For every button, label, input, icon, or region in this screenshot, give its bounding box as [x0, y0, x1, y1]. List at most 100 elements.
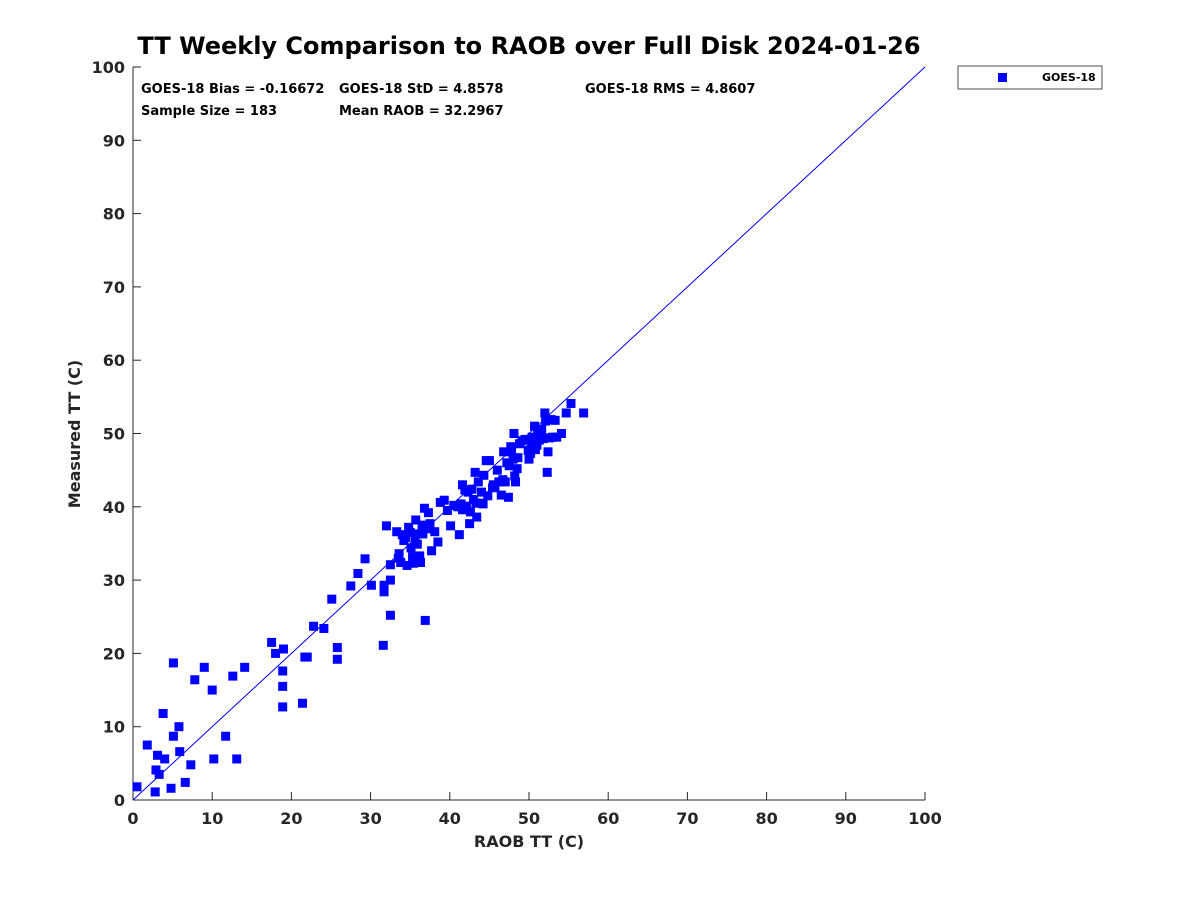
data-point [207, 685, 217, 695]
data-point [190, 675, 200, 685]
data-point [153, 750, 163, 760]
data-point [408, 558, 418, 568]
data-point [209, 754, 219, 764]
data-point [180, 777, 190, 787]
data-point [150, 787, 160, 797]
data-point [174, 722, 184, 732]
data-point [297, 698, 307, 708]
stat-bias: GOES-18 Bias = -0.16672 [141, 82, 324, 97]
y-axis-label: Measured TT (C) [65, 360, 84, 508]
data-point [406, 543, 416, 553]
data-point [556, 429, 566, 438]
data-point [160, 754, 170, 764]
data-point [385, 610, 395, 620]
data-point [492, 465, 502, 475]
y-tick-label: 0 [114, 791, 125, 810]
data-point [473, 477, 483, 487]
data-point [404, 522, 414, 532]
data-point [430, 527, 440, 537]
y-tick-label: 10 [103, 718, 125, 737]
data-point [332, 643, 342, 653]
stat-rms: GOES-18 RMS = 4.8607 [585, 82, 755, 97]
data-point [504, 461, 514, 471]
data-point [561, 408, 571, 418]
data-point [379, 580, 389, 590]
data-point [454, 530, 464, 540]
axes: 0 10 20 30 40 50 60 70 80 90 100 0 10 20 30 40 50 60 70 80 9… [92, 58, 942, 828]
data-point [186, 760, 196, 770]
x-tick-label: 30 [359, 809, 381, 828]
data-point [478, 499, 488, 509]
legend: GOES-18 [957, 65, 1103, 90]
data-point [465, 519, 475, 529]
data-point [442, 505, 452, 515]
data-point [543, 447, 553, 457]
data-point [319, 623, 329, 633]
data-point [461, 501, 471, 511]
data-point [402, 560, 412, 570]
stat-std: GOES-18 StD = 4.8578 [339, 82, 503, 97]
data-point [415, 551, 425, 561]
data-point [566, 398, 576, 408]
y-tick-label: 80 [103, 205, 125, 224]
data-point [154, 769, 164, 779]
data-point [499, 447, 509, 457]
data-point [524, 454, 534, 464]
data-point [465, 507, 475, 517]
data-point [510, 471, 520, 481]
data-point [479, 470, 489, 480]
data-point [530, 421, 540, 431]
data-point [427, 546, 437, 556]
y-tick-label: 90 [103, 131, 125, 150]
y-tick-label: 20 [103, 644, 125, 663]
data-point [379, 587, 389, 597]
data-point [540, 408, 550, 418]
legend-box [957, 65, 1103, 90]
x-tick-label: 20 [280, 809, 302, 828]
x-axis-label: RAOB TT (C) [474, 832, 584, 851]
data-point [408, 552, 418, 562]
stats-box: GOES-18 Bias = -0.16672 GOES-18 StD = 4.… [141, 82, 755, 119]
data-point [425, 519, 435, 529]
y-tick-label: 100 [92, 58, 125, 77]
data-point [278, 702, 288, 712]
data-point [278, 644, 288, 654]
data-point [228, 671, 238, 681]
data-point [538, 434, 548, 444]
data-point [483, 491, 493, 501]
data-point [446, 521, 456, 531]
data-point [417, 520, 427, 530]
data-point [509, 429, 519, 438]
data-point [353, 569, 363, 579]
data-point [385, 575, 395, 585]
data-point [166, 783, 176, 793]
data-point [433, 537, 443, 547]
data-point [476, 487, 486, 497]
data-point [392, 527, 402, 537]
data-point [199, 662, 209, 672]
data-point [513, 453, 523, 463]
data-point [507, 447, 517, 457]
x-tick-label: 80 [755, 809, 777, 828]
data-point [168, 731, 178, 741]
data-point [456, 499, 466, 509]
data-point [309, 621, 319, 631]
data-point [366, 580, 376, 590]
x-tick-label: 70 [676, 809, 698, 828]
data-point [405, 527, 415, 537]
data-point [484, 456, 494, 466]
data-point [413, 529, 423, 539]
x-tick-label: 0 [127, 809, 138, 828]
data-points [132, 398, 589, 797]
data-point [302, 652, 312, 662]
data-point [346, 581, 356, 591]
data-point [267, 637, 277, 647]
data-point [378, 640, 388, 650]
data-point [467, 484, 477, 494]
data-point [472, 512, 482, 522]
x-tick-label: 10 [201, 809, 223, 828]
x-tick-label: 40 [439, 809, 461, 828]
data-point [457, 480, 467, 490]
data-point [508, 454, 518, 464]
legend-label: GOES-18 [1042, 71, 1096, 84]
